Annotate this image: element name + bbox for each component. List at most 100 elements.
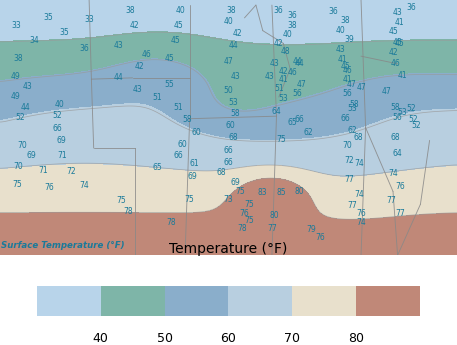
Text: 38: 38 bbox=[226, 6, 236, 15]
Text: 74: 74 bbox=[80, 180, 90, 190]
Text: 47: 47 bbox=[356, 82, 366, 91]
Text: 76: 76 bbox=[395, 182, 405, 191]
Text: 44: 44 bbox=[294, 59, 304, 68]
Text: 36: 36 bbox=[274, 6, 284, 15]
Text: 53: 53 bbox=[347, 104, 357, 113]
Text: 77: 77 bbox=[386, 196, 396, 205]
Text: 56: 56 bbox=[292, 89, 302, 98]
Text: 40: 40 bbox=[283, 30, 293, 39]
Text: 47: 47 bbox=[381, 87, 391, 96]
Text: Surface Temperature (°F): Surface Temperature (°F) bbox=[1, 241, 125, 250]
Text: 51: 51 bbox=[274, 83, 284, 92]
Text: 35: 35 bbox=[43, 13, 53, 22]
Text: 42: 42 bbox=[388, 48, 398, 57]
Text: 42: 42 bbox=[130, 21, 140, 30]
Text: 69: 69 bbox=[26, 151, 36, 160]
Text: 62: 62 bbox=[347, 126, 357, 135]
Text: 65: 65 bbox=[153, 163, 163, 172]
Text: 41: 41 bbox=[278, 75, 288, 83]
Text: 35: 35 bbox=[59, 28, 69, 37]
Text: 38: 38 bbox=[340, 16, 350, 25]
Text: 56: 56 bbox=[342, 89, 352, 98]
Text: 70: 70 bbox=[342, 140, 352, 149]
Text: 45: 45 bbox=[173, 21, 183, 30]
Text: 52: 52 bbox=[52, 111, 62, 120]
Text: 74: 74 bbox=[388, 169, 398, 178]
Text: 46: 46 bbox=[141, 50, 151, 59]
Text: 50: 50 bbox=[223, 86, 234, 95]
Text: 78: 78 bbox=[123, 207, 133, 216]
Text: 79: 79 bbox=[306, 225, 316, 234]
Text: 58: 58 bbox=[182, 116, 192, 125]
Text: 76: 76 bbox=[315, 234, 325, 243]
Text: 38: 38 bbox=[287, 21, 298, 30]
Text: 40: 40 bbox=[223, 17, 234, 26]
Text: 64: 64 bbox=[393, 149, 403, 158]
Text: 49: 49 bbox=[11, 92, 21, 101]
Text: 77: 77 bbox=[267, 224, 277, 233]
Text: 68: 68 bbox=[354, 133, 364, 142]
Text: 45: 45 bbox=[388, 27, 398, 37]
Text: 42: 42 bbox=[278, 67, 288, 76]
Text: 45: 45 bbox=[393, 38, 403, 47]
Text: 58: 58 bbox=[349, 100, 359, 109]
Text: 47: 47 bbox=[297, 80, 307, 89]
Text: 66: 66 bbox=[52, 125, 62, 134]
Text: 33: 33 bbox=[11, 21, 21, 30]
Text: 53: 53 bbox=[228, 98, 238, 107]
Text: 77: 77 bbox=[347, 201, 357, 210]
Text: 74: 74 bbox=[356, 218, 366, 227]
Text: 56: 56 bbox=[393, 113, 403, 122]
Text: 41: 41 bbox=[338, 55, 348, 64]
Text: 66: 66 bbox=[294, 116, 304, 125]
Text: 45: 45 bbox=[164, 54, 174, 63]
Text: 68: 68 bbox=[228, 134, 238, 142]
Text: 76: 76 bbox=[239, 209, 250, 218]
Text: 51: 51 bbox=[173, 103, 183, 112]
Text: 68: 68 bbox=[390, 134, 400, 142]
Text: 42: 42 bbox=[274, 39, 284, 48]
Text: 52: 52 bbox=[406, 104, 416, 113]
Text: 83: 83 bbox=[258, 188, 268, 197]
Text: 41: 41 bbox=[397, 71, 407, 80]
Text: 62: 62 bbox=[303, 128, 314, 137]
Text: 69: 69 bbox=[230, 178, 240, 187]
Text: 72: 72 bbox=[66, 167, 76, 176]
Text: 66: 66 bbox=[340, 114, 350, 123]
Text: 34: 34 bbox=[29, 36, 39, 45]
Text: 53: 53 bbox=[278, 94, 288, 103]
Text: 44: 44 bbox=[114, 73, 124, 82]
Text: 41: 41 bbox=[342, 75, 352, 83]
Text: 75: 75 bbox=[244, 200, 254, 209]
Text: 38: 38 bbox=[125, 6, 135, 15]
Text: 65: 65 bbox=[287, 118, 298, 127]
Text: 58: 58 bbox=[390, 103, 400, 112]
Text: 66: 66 bbox=[223, 146, 234, 155]
Text: 46: 46 bbox=[342, 66, 352, 75]
Text: 43: 43 bbox=[230, 72, 240, 81]
Text: 45: 45 bbox=[395, 39, 405, 48]
Text: 75: 75 bbox=[244, 216, 254, 225]
Text: 43: 43 bbox=[335, 45, 345, 54]
Text: 41: 41 bbox=[395, 19, 405, 28]
Text: 60: 60 bbox=[191, 128, 202, 137]
Text: 46: 46 bbox=[287, 68, 298, 77]
Text: 70: 70 bbox=[13, 162, 23, 171]
Text: 45: 45 bbox=[340, 62, 350, 71]
Text: 44: 44 bbox=[292, 57, 302, 66]
Text: 36: 36 bbox=[80, 44, 90, 53]
Text: 80: 80 bbox=[294, 187, 304, 196]
Text: 60: 60 bbox=[178, 140, 188, 149]
Text: 55: 55 bbox=[164, 80, 174, 89]
Text: 47: 47 bbox=[223, 57, 234, 66]
Text: 52: 52 bbox=[411, 121, 421, 130]
Text: 43: 43 bbox=[132, 85, 142, 94]
Text: 40: 40 bbox=[335, 26, 345, 35]
Text: 75: 75 bbox=[12, 180, 22, 189]
Text: 43: 43 bbox=[114, 41, 124, 50]
Text: 39: 39 bbox=[345, 35, 355, 44]
Text: 68: 68 bbox=[217, 168, 227, 177]
Text: 33: 33 bbox=[84, 14, 94, 24]
Text: 66: 66 bbox=[173, 151, 183, 160]
Text: 36: 36 bbox=[406, 3, 416, 12]
